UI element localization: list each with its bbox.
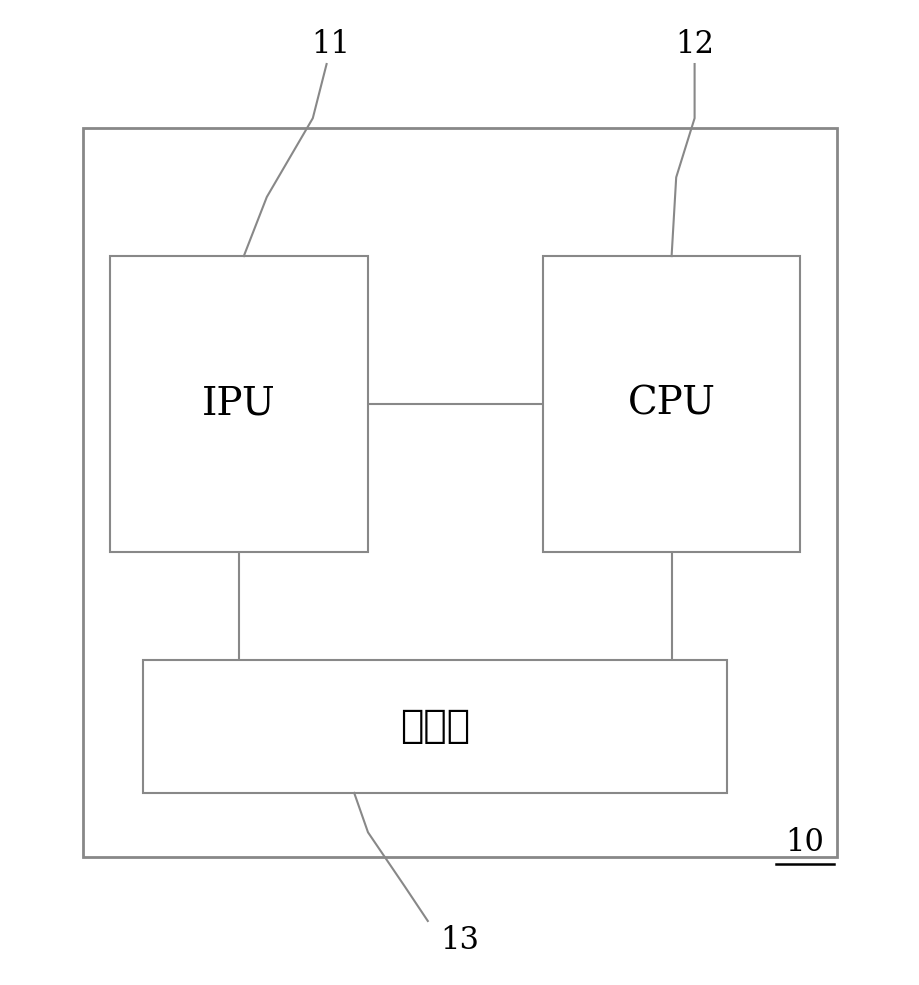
Bar: [142, 660, 726, 793]
Text: IPU: IPU: [202, 385, 276, 423]
Text: 存储器: 存储器: [399, 707, 470, 746]
Text: 12: 12: [675, 29, 713, 60]
Bar: [110, 256, 368, 552]
Text: 13: 13: [440, 925, 479, 956]
Text: CPU: CPU: [627, 385, 715, 423]
Bar: [83, 128, 836, 857]
Text: 10: 10: [785, 826, 823, 858]
Text: 11: 11: [312, 29, 350, 60]
Bar: [542, 256, 800, 552]
